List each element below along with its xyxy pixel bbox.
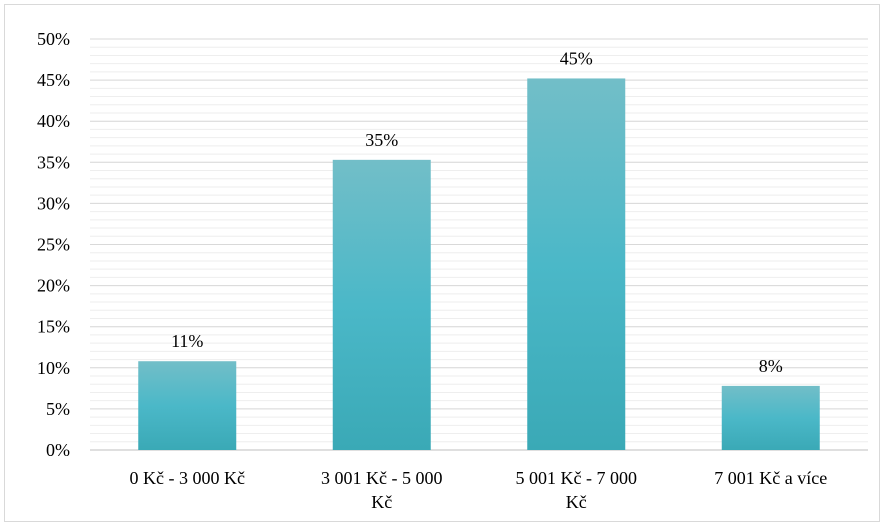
x-tick-label: Kč <box>566 492 587 512</box>
y-tick-label: 5% <box>46 399 70 419</box>
y-tick-label: 50% <box>37 29 70 49</box>
y-tick-label: 45% <box>37 70 70 90</box>
y-tick-label: 25% <box>37 235 70 255</box>
y-tick-label: 30% <box>37 193 70 213</box>
x-axis: 0 Kč - 3 000 Kč 3 001 Kč - 5 000 Kč 5 001 K… <box>130 468 828 512</box>
y-tick-label: 20% <box>37 276 70 296</box>
y-axis: 0% 5% 10% 15% 20% 25% 30% 35% 40% 45% 50% <box>37 29 70 460</box>
bar <box>721 385 820 450</box>
bars <box>138 78 820 451</box>
y-tick-label: 35% <box>37 152 70 172</box>
bar <box>527 78 626 451</box>
y-tick-label: 15% <box>37 317 70 337</box>
x-tick-label: 7 001 Kč a více <box>714 468 827 488</box>
data-label: 45% <box>560 48 593 68</box>
bar <box>332 159 431 451</box>
data-label: 35% <box>365 130 398 150</box>
y-tick-label: 40% <box>37 111 70 131</box>
x-tick-label: Kč <box>371 492 392 512</box>
y-tick-label: 0% <box>46 440 70 460</box>
x-tick-label: 5 001 Kč - 7 000 <box>516 468 637 488</box>
data-labels: 11% 35% 45% 8% <box>171 48 783 375</box>
data-label: 11% <box>171 331 203 351</box>
bar <box>138 361 237 450</box>
x-tick-label: 0 Kč - 3 000 Kč <box>130 468 245 488</box>
y-tick-label: 10% <box>37 358 70 378</box>
data-label: 8% <box>759 356 783 376</box>
x-tick-label: 3 001 Kč - 5 000 <box>321 468 442 488</box>
